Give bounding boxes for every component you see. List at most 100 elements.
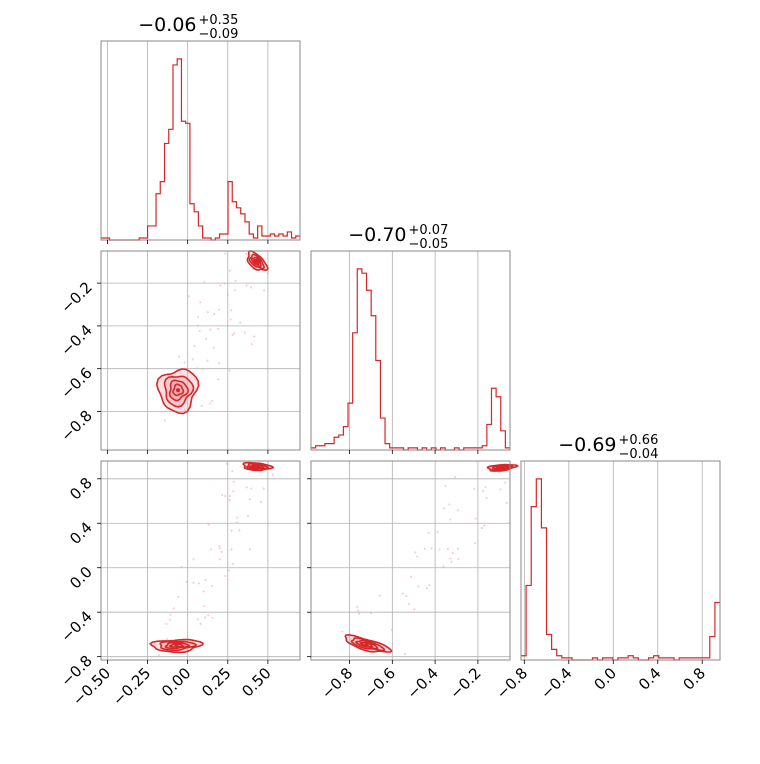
joint-3-sample-point <box>473 542 477 545</box>
joint-2-sample-point <box>218 544 221 548</box>
joint-3-sample-point <box>484 486 487 489</box>
joint-3-sample-point <box>356 605 359 608</box>
joint-1-frame <box>100 250 301 451</box>
joint-2-sample-point <box>204 578 207 582</box>
joint-2-sample-point <box>169 613 172 616</box>
joint-2-sample-point <box>224 494 227 498</box>
joint-3-tick-label-x: −0.6 <box>361 664 399 702</box>
joint-2-sample-point <box>229 494 232 498</box>
joint-2-tick-label-y: −0.4 <box>57 607 95 645</box>
joint-1-sample-point <box>178 355 181 358</box>
joint-1-sample-point <box>204 337 208 340</box>
joint-3-sample-point <box>474 517 477 520</box>
hist-2-title: −0.70 +0.07−0.05 <box>348 223 448 252</box>
joint-1-sample-point <box>201 367 204 371</box>
joint-1-sample-point <box>206 359 209 362</box>
joint-1-sample-point <box>217 378 220 381</box>
joint-2-sample-point <box>218 547 222 550</box>
joint-3-sample-point <box>485 496 488 500</box>
joint-3-sample-point <box>456 547 460 550</box>
joint-2-sample-point <box>203 605 206 608</box>
joint-2-sample-point <box>271 473 275 476</box>
hist-2-step-line <box>311 268 510 451</box>
joint-3-sample-point <box>473 487 476 490</box>
joint-2-sample-point <box>202 590 205 593</box>
joint-2-sample-point <box>218 558 222 561</box>
joint-3-sample-point <box>423 547 426 550</box>
joint-2-sample-point <box>232 490 235 493</box>
hist-2-frame <box>310 250 511 451</box>
joint-2-sample-point <box>196 618 199 621</box>
joint-3-mode-center <box>499 465 504 470</box>
joint-1-sample-point <box>183 361 186 364</box>
joint-3-sample-point <box>416 555 419 558</box>
joint-3-sample-point <box>483 524 486 527</box>
joint-2-sample-point <box>177 595 180 598</box>
joint-3-sample-point <box>390 628 394 631</box>
hist-3-step-line <box>521 478 720 661</box>
joint-2-sample-point <box>248 548 252 551</box>
joint-3-sample-point <box>430 547 433 550</box>
joint-1-sample-point <box>245 252 248 255</box>
hist-3-tick-label-x: −0.4 <box>537 664 575 702</box>
joint-2-tick-label-y: 0.8 <box>66 474 96 504</box>
joint-3-sample-point <box>401 592 404 595</box>
joint-3-sample-point <box>417 585 420 588</box>
hist-3-tick-label-x: 0.0 <box>591 664 621 694</box>
joint-2-sample-point <box>230 548 233 551</box>
hist-3-title: −0.69 +0.66−0.04 <box>558 433 658 462</box>
joint-3-frame <box>310 460 511 661</box>
joint-1-sample-point <box>231 333 234 337</box>
joint-2-sample-point <box>185 580 188 583</box>
joint-2-sample-point <box>211 584 214 587</box>
joint-1-sample-point <box>219 284 222 287</box>
hist-3-title-plus: +0.66 <box>619 433 659 448</box>
joint-1-sample-point <box>223 282 226 285</box>
joint-2-tick-label-x: 0.00 <box>158 664 194 700</box>
hist-2-title-plus: +0.07 <box>409 223 449 238</box>
joint-2-sample-point <box>248 498 251 501</box>
joint-1-sample-point <box>210 399 214 403</box>
joint-1-sample-point <box>266 272 270 275</box>
joint-3-sample-point <box>438 548 441 551</box>
joint-1-sample-point <box>187 295 190 298</box>
joint-2-sample-point <box>250 487 253 490</box>
joint-1-sample-point <box>234 279 237 282</box>
joint-2-sample-point <box>245 486 248 489</box>
hist-1-title-plus: +0.35 <box>199 13 239 28</box>
joint-3-sample-point <box>499 488 502 491</box>
joint-1-sample-point <box>229 318 232 321</box>
joint-2-sample-point <box>230 529 233 532</box>
joint-3-sample-point <box>425 587 429 590</box>
joint-2-sample-point <box>166 638 169 641</box>
hist-3-title-value: −0.69 <box>558 434 616 456</box>
joint-2-sample-point <box>207 614 210 617</box>
joint-1-sample-point <box>196 315 200 319</box>
joint-2-mode-center <box>254 464 259 469</box>
joint-3-sample-point <box>442 565 445 568</box>
hist-2-title-value: −0.70 <box>348 224 406 246</box>
joint-2-tick-label-x: −0.25 <box>109 664 154 709</box>
joint-2-sample-point <box>192 581 195 584</box>
joint-2-sample-point <box>260 501 263 504</box>
joint-1-sample-point <box>213 313 216 316</box>
joint-1-sample-point <box>216 327 220 330</box>
joint-1-sample-point <box>228 269 232 272</box>
joint-2-sample-point <box>246 514 250 518</box>
joint-3-sample-point <box>457 557 460 560</box>
hist-3-tick-label-x: −0.8 <box>493 664 531 702</box>
joint-3-sample-point <box>451 551 454 554</box>
joint-3-sample-point <box>370 612 373 615</box>
joint-3-sample-point <box>409 575 413 578</box>
joint-3-sample-point <box>449 557 452 560</box>
joint-1-sample-point <box>226 293 229 296</box>
joint-1-sample-point <box>250 343 253 346</box>
joint-2-sample-point <box>231 469 234 473</box>
joint-3-sample-point <box>450 560 453 563</box>
hist-3-tick-label-x: 0.8 <box>679 664 709 694</box>
joint-1-mode-center <box>254 259 259 264</box>
joint-3-sample-point <box>428 584 431 587</box>
joint-2-sample-point <box>199 622 202 626</box>
joint-2-frame <box>100 460 301 661</box>
